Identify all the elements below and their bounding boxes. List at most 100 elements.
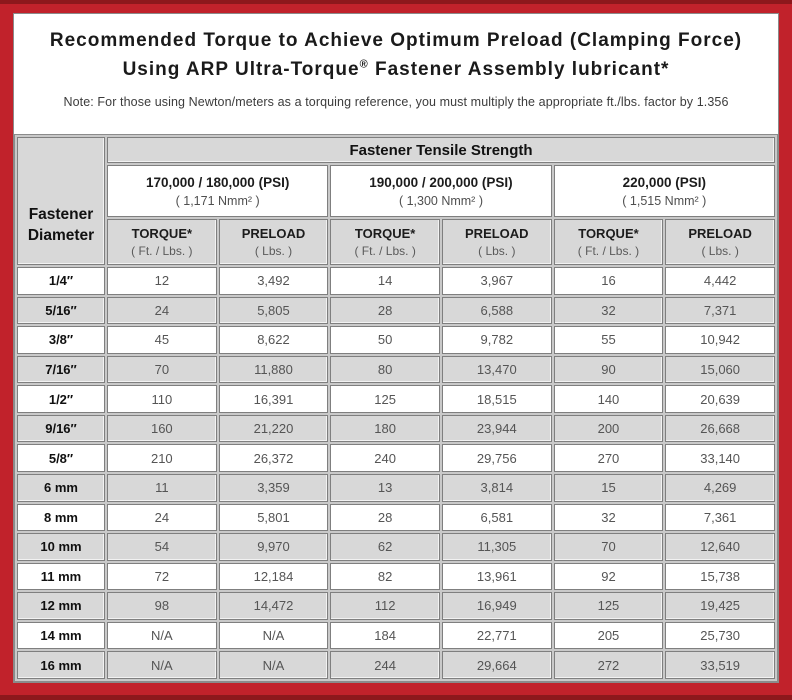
preload-value-cell: 13,961: [441, 562, 552, 591]
fastener-diameter-cell: 10 mm: [17, 533, 105, 561]
preload-value-cell: 33,519: [665, 651, 775, 679]
table-row: 9/16″ 160 21,220 180 23,944 200 26,668: [17, 414, 775, 443]
torque-table: Fastener Diameter Fastener Tensile Stren…: [14, 134, 778, 682]
preload-value-cell: 10,942: [665, 326, 775, 354]
preload-value-cell: 26,372: [218, 444, 329, 472]
preload-value-cell: 13,470: [441, 355, 552, 384]
psi-value: 220,000 (PSI): [622, 174, 706, 190]
fastener-diameter-cell: 1/4″: [17, 267, 105, 295]
fastener-diameter-cell: 16 mm: [17, 651, 105, 679]
torque-preload-header-row: TORQUE* ( Ft. / Lbs. ) PRELOAD ( Lbs. ) …: [17, 219, 775, 265]
preload-value-cell: N/A: [218, 621, 329, 650]
torque-label: TORQUE*: [131, 226, 193, 241]
torque-value-cell: 24: [107, 503, 217, 532]
table-row: 3/8″ 45 8,622 50 9,782 55 10,942: [17, 326, 775, 354]
torque-value-cell: 98: [107, 592, 217, 620]
fastener-diameter-cell: 11 mm: [17, 562, 105, 591]
torque-value-cell: 50: [330, 326, 440, 354]
preload-value-cell: N/A: [218, 651, 329, 679]
title-line-2-suffix: Fastener Assembly lubricant*: [368, 58, 670, 80]
preload-value-cell: 19,425: [665, 592, 775, 620]
group-header-row: Fastener Diameter Fastener Tensile Stren…: [17, 137, 775, 265]
preload-value-cell: 15,060: [665, 355, 775, 384]
torque-value-cell: 125: [330, 385, 440, 413]
torque-value-cell: 28: [330, 296, 440, 325]
preload-value-cell: 5,801: [218, 503, 329, 532]
psi-header-220: 220,000 (PSI) ( 1,515 Nmm² ): [553, 165, 775, 217]
torque-value-cell: 14: [330, 267, 440, 295]
torque-value-cell: 32: [553, 296, 664, 325]
table-row: 5/16″ 24 5,805 28 6,588 32 7,371: [17, 296, 775, 325]
torque-value-cell: 55: [553, 326, 664, 354]
preload-value-cell: 7,371: [665, 296, 775, 325]
torque-unit: ( Ft. / Lbs. ): [354, 244, 416, 258]
table-row: 5/8″ 210 26,372 240 29,756 270 33,140: [17, 444, 775, 472]
preload-label: PRELOAD: [241, 226, 306, 241]
fastener-diameter-cell: 6 mm: [17, 473, 105, 502]
torque-value-cell: 54: [107, 533, 217, 561]
preload-value-cell: 4,442: [665, 267, 775, 295]
preload-value-cell: 6,581: [441, 503, 552, 532]
table-row: 1/2″ 110 16,391 125 18,515 140 20,639: [17, 385, 775, 413]
torque-value-cell: 140: [553, 385, 664, 413]
torque-value-cell: 80: [330, 355, 440, 384]
content-area: Recommended Torque to Achieve Optimum Pr…: [13, 13, 779, 683]
preload-value-cell: 14,472: [218, 592, 329, 620]
nmm-value: ( 1,515 Nmm² ): [622, 193, 707, 208]
nmm-value: ( 1,171 Nmm² ): [175, 193, 260, 208]
fastener-diameter-cell: 12 mm: [17, 592, 105, 620]
torque-value-cell: 32: [553, 503, 664, 532]
preload-value-cell: 3,967: [441, 267, 552, 295]
preload-value-cell: 12,640: [665, 533, 775, 561]
preload-header-group1: PRELOAD ( Lbs. ): [218, 219, 329, 265]
torque-unit: ( Ft. / Lbs. ): [577, 244, 640, 258]
preload-value-cell: 21,220: [218, 414, 329, 443]
table-row: 1/4″ 12 3,492 14 3,967 16 4,442: [17, 267, 775, 295]
torque-value-cell: 90: [553, 355, 664, 384]
torque-value-cell: 15: [553, 473, 664, 502]
preload-value-cell: 6,588: [441, 296, 552, 325]
title-line-2-text: Using ARP Ultra-Torque: [122, 58, 360, 80]
fastener-diameter-cell: 8 mm: [17, 503, 105, 532]
fastener-diameter-cell: 7/16″: [17, 355, 105, 384]
preload-value-cell: 8,622: [218, 326, 329, 354]
preload-value-cell: 16,949: [441, 592, 552, 620]
preload-value-cell: 5,805: [218, 296, 329, 325]
torque-value-cell: N/A: [107, 651, 217, 679]
page-title: Recommended Torque to Achieve Optimum Pr…: [22, 27, 770, 84]
torque-value-cell: 110: [107, 385, 217, 413]
torque-label: TORQUE*: [354, 226, 416, 241]
fastener-diameter-cell: 3/8″: [17, 326, 105, 354]
psi-header-row: 170,000 / 180,000 (PSI) ( 1,171 Nmm² ) 1…: [17, 165, 775, 217]
torque-value-cell: 82: [330, 562, 440, 591]
psi-value: 190,000 / 200,000 (PSI): [369, 174, 513, 190]
preload-value-cell: 23,944: [441, 414, 552, 443]
preload-header-group2: PRELOAD ( Lbs. ): [441, 219, 552, 265]
preload-value-cell: 18,515: [441, 385, 552, 413]
preload-value-cell: 11,305: [441, 533, 552, 561]
title-line-1: Recommended Torque to Achieve Optimum Pr…: [49, 30, 743, 51]
torque-header-group2: TORQUE* ( Ft. / Lbs. ): [330, 219, 440, 265]
nmm-value: ( 1,300 Nmm² ): [398, 193, 483, 208]
frame-dark-strip-bottom: [0, 695, 792, 700]
fastener-diameter-cell: 5/8″: [17, 444, 105, 472]
note-text: Note: For those using Newton/meters as a…: [63, 95, 729, 109]
fastener-diameter-cell: 1/2″: [17, 385, 105, 413]
tensile-strength-header: Fastener Tensile Strength: [107, 137, 775, 163]
table-row: 14 mm N/A N/A 184 22,771 205 25,730: [17, 621, 775, 650]
torque-value-cell: 244: [330, 651, 440, 679]
preload-value-cell: 9,970: [218, 533, 329, 561]
torque-value-cell: 160: [107, 414, 217, 443]
table-row: 11 mm 72 12,184 82 13,961 92 15,738: [17, 562, 775, 591]
preload-value-cell: 33,140: [665, 444, 775, 472]
torque-value-cell: 13: [330, 473, 440, 502]
torque-value-cell: 62: [330, 533, 440, 561]
torque-value-cell: 205: [553, 621, 664, 650]
torque-value-cell: 28: [330, 503, 440, 532]
fastener-diameter-header-line1: Fastener: [28, 206, 94, 224]
torque-value-cell: 70: [107, 355, 217, 384]
torque-value-cell: 270: [553, 444, 664, 472]
torque-table-wrapper: Fastener Diameter Fastener Tensile Stren…: [14, 134, 778, 682]
preload-label: PRELOAD: [465, 226, 529, 241]
torque-value-cell: 184: [330, 621, 440, 650]
